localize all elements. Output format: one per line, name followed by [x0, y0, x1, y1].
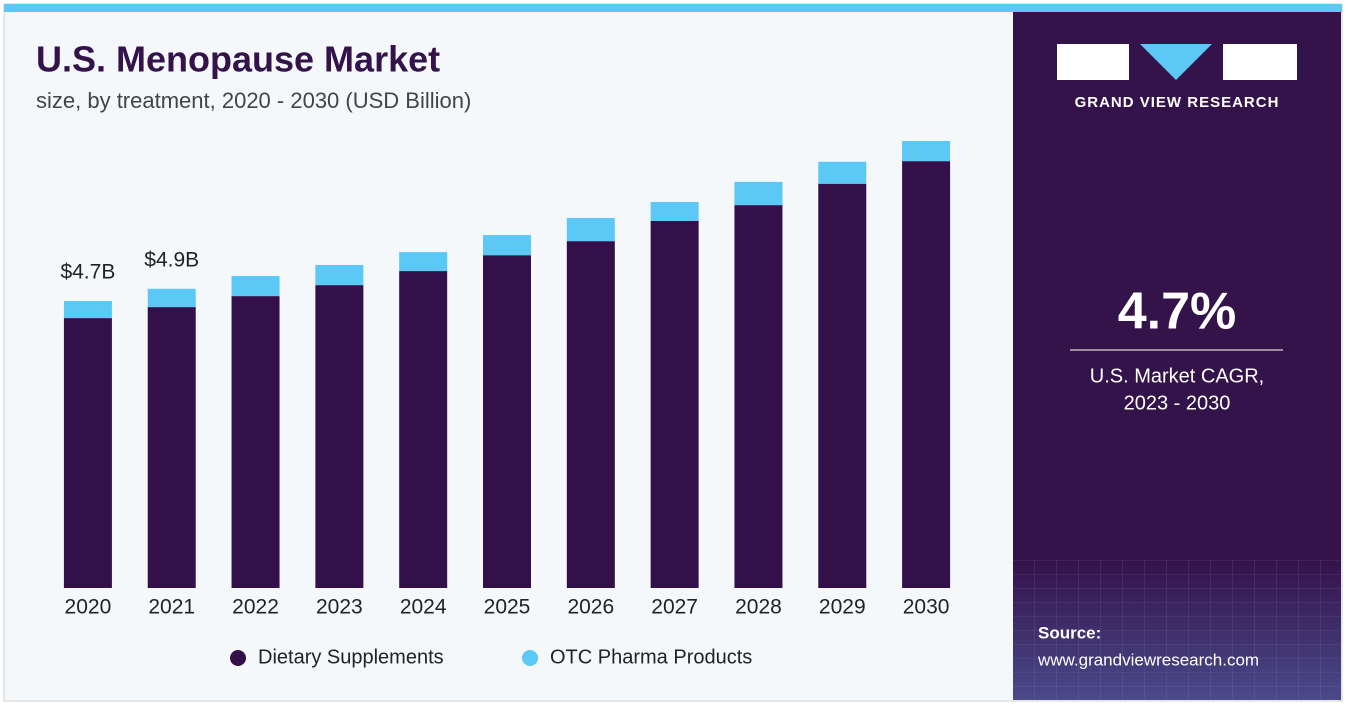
- bar-segment: [399, 271, 448, 588]
- chart-subtitle: size, by treatment, 2020 - 2030 (USD Bil…: [36, 88, 471, 113]
- x-tick-label: 2020: [65, 596, 112, 619]
- bar-segment: [231, 296, 280, 588]
- source-label: Source:: [1038, 623, 1101, 642]
- bar-segment: [147, 307, 196, 588]
- bar-segment: [231, 275, 280, 297]
- x-tick-label: 2021: [148, 596, 195, 619]
- panel-texture: [1013, 560, 1341, 700]
- legend-swatch: [522, 650, 538, 666]
- legend-label: OTC Pharma Products: [550, 646, 752, 668]
- bar-segment: [63, 318, 112, 588]
- legend-swatch: [230, 650, 246, 666]
- bar-segment: [63, 300, 112, 319]
- x-tick-label: 2023: [316, 596, 363, 619]
- bar-segment: [483, 235, 531, 256]
- source-url: www.grandviewresearch.com: [1037, 650, 1259, 669]
- total-label: $4.9B: [144, 248, 199, 271]
- top-strip: [4, 4, 1342, 12]
- cagr-value: 4.7%: [1118, 283, 1237, 341]
- bar-segment: [315, 285, 364, 588]
- x-tick-label: 2025: [484, 596, 531, 619]
- bar-segment: [818, 161, 867, 184]
- bar-segment: [902, 161, 951, 589]
- bar-segment: [734, 205, 783, 588]
- x-tick-label: 2022: [232, 596, 279, 619]
- bar-segment: [818, 183, 867, 589]
- brand: GRAND VIEW RESEARCH: [1075, 94, 1280, 111]
- x-tick-label: 2030: [903, 596, 950, 619]
- bar-segment: [315, 264, 364, 286]
- x-tick-label: 2029: [819, 596, 866, 619]
- bar-segment: [650, 220, 699, 589]
- x-tick-label: 2024: [400, 596, 447, 619]
- logo: [1057, 44, 1297, 80]
- x-tick-label: 2027: [651, 596, 698, 619]
- x-tick-label: 2028: [735, 596, 782, 619]
- bar-segment: [147, 288, 196, 308]
- cagr-label: 2023 - 2030: [1124, 392, 1231, 414]
- bar-segment: [650, 202, 699, 221]
- bar-segment: [566, 217, 615, 242]
- cagr-label: U.S. Market CAGR,: [1090, 365, 1264, 387]
- chart-title: U.S. Menopause Market: [36, 39, 440, 80]
- legend-label: Dietary Supplements: [258, 646, 444, 668]
- total-label: $4.7B: [60, 261, 115, 284]
- bar-segment: [399, 252, 448, 272]
- bar-segment: [902, 140, 951, 162]
- x-tick-label: 2026: [567, 596, 614, 619]
- bar-segment: [566, 241, 615, 588]
- bar-segment: [734, 181, 783, 206]
- bar-segment: [483, 255, 531, 589]
